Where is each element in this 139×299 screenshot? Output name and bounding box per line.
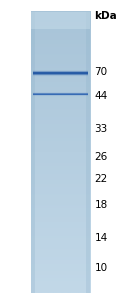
Text: kDa: kDa [95, 11, 117, 22]
Bar [31, 12, 90, 29]
Bar [31, 12, 35, 293]
Text: 70: 70 [95, 67, 108, 77]
Bar [86, 12, 90, 293]
Text: 14: 14 [95, 233, 108, 243]
Text: 22: 22 [95, 174, 108, 184]
Text: 10: 10 [95, 263, 108, 273]
Text: 18: 18 [95, 200, 108, 210]
Text: 44: 44 [95, 91, 108, 101]
Text: 26: 26 [95, 152, 108, 162]
Text: 33: 33 [95, 123, 108, 134]
